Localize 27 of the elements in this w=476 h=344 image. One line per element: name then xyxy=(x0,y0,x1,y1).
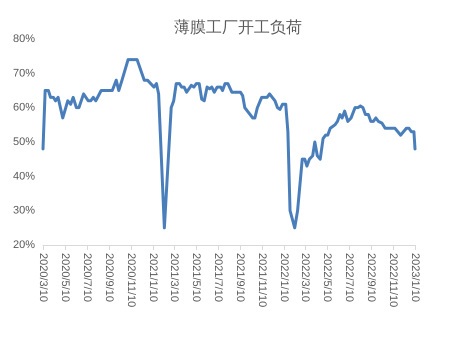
x-tick-label: 2021/7/10 xyxy=(212,253,224,302)
x-tick-label: 2023/1/10 xyxy=(409,253,421,302)
y-tick-label: 80% xyxy=(12,33,36,45)
x-tick-label: 2020/3/10 xyxy=(37,253,49,302)
x-tick-label: 2020/11/10 xyxy=(124,253,137,308)
x-tick-label: 2020/7/10 xyxy=(80,253,93,302)
chart-title: 薄膜工厂开工负荷 xyxy=(174,18,302,36)
line-series xyxy=(42,58,416,230)
x-tick-label: 2021/11/10 xyxy=(256,253,268,308)
x-tick-label: 2022/11/10 xyxy=(387,253,400,308)
x-tick-label: 2021/9/10 xyxy=(234,253,246,302)
x-tick-label: 2020/5/10 xyxy=(58,253,71,302)
y-tick-label: 60% xyxy=(12,102,36,114)
x-tick-label: 2022/7/10 xyxy=(342,253,355,302)
y-tick-label: 70% xyxy=(12,67,36,80)
y-tick-label: 50% xyxy=(12,136,36,148)
x-tick-label: 2022/1/10 xyxy=(278,253,290,302)
x-tick-label: 2022/5/10 xyxy=(321,253,334,302)
x-tick-label: 2021/1/10 xyxy=(146,253,159,302)
x-tick-label: 2021/5/10 xyxy=(190,253,202,302)
y-tick-label: 30% xyxy=(12,204,36,217)
y-tick-label: 20% xyxy=(12,239,36,251)
x-tick-label: 2022/3/10 xyxy=(299,253,312,302)
x-tick-label: 2020/9/10 xyxy=(103,253,116,302)
x-tick-label: 2021/3/10 xyxy=(168,253,180,302)
y-tick-label: 40% xyxy=(12,170,36,182)
x-tick-label: 2022/9/10 xyxy=(365,253,378,302)
